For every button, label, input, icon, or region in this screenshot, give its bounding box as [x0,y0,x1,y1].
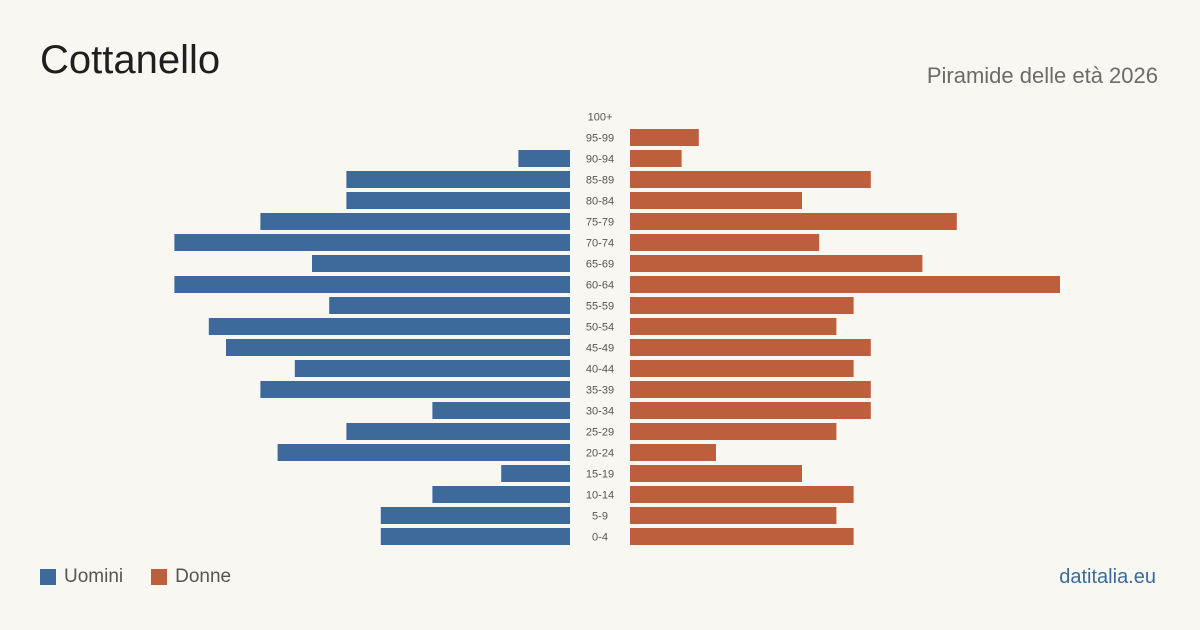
bar-men-50-54 [208,318,571,335]
bar-women-70-74 [630,234,820,251]
age-label-80-84: 80-84 [586,196,614,208]
bar-women-90-94 [630,150,682,167]
bar-women-60-64 [630,276,1060,293]
bar-women-35-39 [630,381,871,398]
bar-men-55-59 [329,297,570,314]
legend-swatch-men [40,569,56,585]
bar-men-15-19 [501,465,570,482]
bar-men-10-14 [432,486,570,503]
page-title: Cottanello [40,38,221,82]
age-label-55-59: 55-59 [586,301,614,313]
bar-men-75-79 [260,213,570,230]
age-label-15-19: 15-19 [586,469,614,481]
bar-men-0-4 [380,528,570,545]
bar-men-35-39 [260,381,570,398]
legend-label-women: Donne [175,566,232,587]
bar-women-0-4 [630,528,854,545]
bar-men-80-84 [346,192,570,209]
bar-women-20-24 [630,444,716,461]
bar-women-85-89 [630,171,871,188]
age-label-90-94: 90-94 [586,154,614,166]
legend-label-men: Uomini [64,566,124,587]
bar-women-75-79 [630,213,957,230]
bar-men-65-69 [312,255,570,272]
legend-item-women: Donne [151,566,231,588]
bar-men-5-9 [380,507,570,524]
bar-women-80-84 [630,192,802,209]
age-label-95-99: 95-99 [586,133,614,145]
bar-women-10-14 [630,486,854,503]
bar-men-60-64 [174,276,570,293]
age-label-70-74: 70-74 [586,238,614,250]
age-label-25-29: 25-29 [586,427,614,439]
age-label-75-79: 75-79 [586,217,614,229]
bar-men-45-49 [226,339,570,356]
age-label-100+: 100+ [588,112,613,124]
age-label-0-4: 0-4 [592,532,608,544]
age-label-5-9: 5-9 [592,511,608,523]
legend-item-men: Uomini [40,566,123,588]
chart-subtitle: Piramide delle età 2026 [926,63,1158,88]
bar-women-45-49 [630,339,871,356]
bar-men-85-89 [346,171,570,188]
age-label-60-64: 60-64 [586,280,614,292]
age-label-20-24: 20-24 [586,448,614,460]
bar-women-40-44 [630,360,854,377]
source-link[interactable]: datitalia.eu [1059,566,1156,588]
bar-men-70-74 [174,234,570,251]
bar-women-15-19 [630,465,802,482]
age-label-45-49: 45-49 [586,343,614,355]
bar-women-95-99 [630,129,699,146]
age-label-85-89: 85-89 [586,175,614,187]
bar-men-40-44 [294,360,570,377]
chart-legend: Uomini Donne [40,566,249,588]
bar-men-20-24 [277,444,570,461]
age-label-65-69: 65-69 [586,259,614,271]
age-label-10-14: 10-14 [586,490,614,502]
bar-men-90-94 [518,150,570,167]
bar-men-25-29 [346,423,570,440]
age-label-30-34: 30-34 [586,406,614,418]
bar-men-30-34 [432,402,570,419]
bar-women-25-29 [630,423,837,440]
bar-women-30-34 [630,402,871,419]
bar-women-55-59 [630,297,854,314]
age-label-40-44: 40-44 [586,364,614,376]
age-label-35-39: 35-39 [586,385,614,397]
bar-women-5-9 [630,507,837,524]
bar-women-50-54 [630,318,837,335]
legend-swatch-women [151,569,168,585]
age-label-50-54: 50-54 [586,322,614,334]
bar-women-65-69 [630,255,923,272]
